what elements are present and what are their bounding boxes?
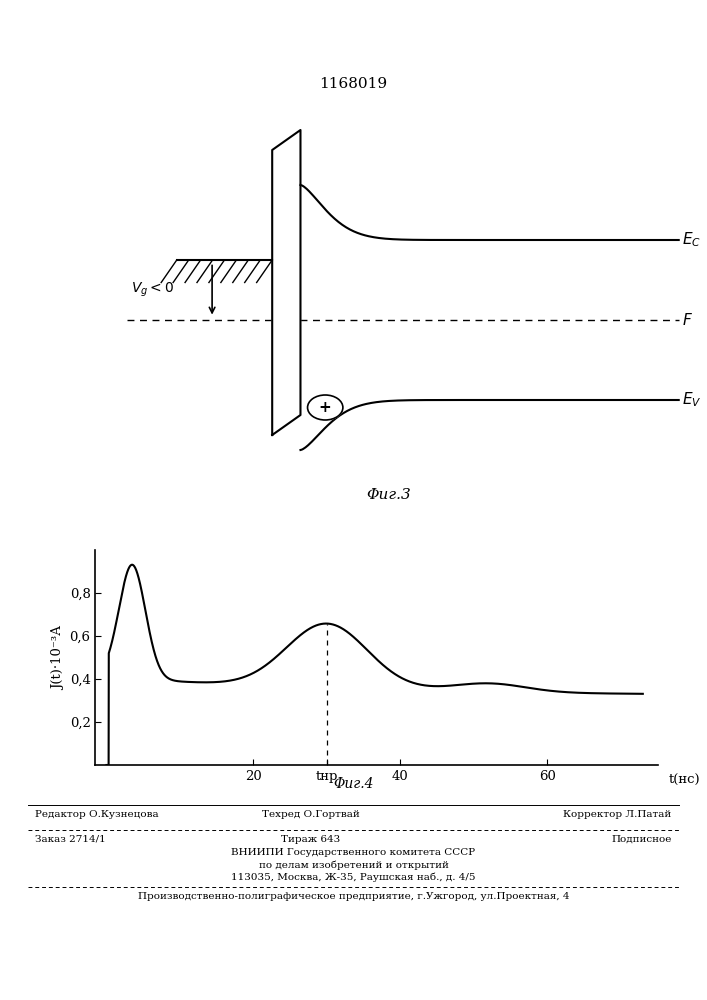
Text: Производственно-полиграфическое предприятие, г.Ужгород, ул.Проектная, 4: Производственно-полиграфическое предприя…: [138, 892, 569, 901]
Text: Тираж 643: Тираж 643: [281, 835, 341, 844]
Text: $E_C$: $E_C$: [682, 231, 701, 249]
Text: 113035, Москва, Ж-35, Раушская наб., д. 4/5: 113035, Москва, Ж-35, Раушская наб., д. …: [231, 872, 476, 882]
Text: Корректор Л.Патай: Корректор Л.Патай: [563, 810, 672, 819]
Circle shape: [308, 395, 343, 420]
Text: Заказ 2714/1: Заказ 2714/1: [35, 835, 106, 844]
Text: 1168019: 1168019: [320, 78, 387, 92]
Text: Подписное: Подписное: [612, 835, 672, 844]
Text: $E_V$: $E_V$: [682, 391, 702, 409]
Text: t(нс): t(нс): [669, 774, 700, 787]
Text: Φиг.4: Φиг.4: [333, 777, 374, 791]
Text: Техред О.Гортвай: Техред О.Гортвай: [262, 810, 360, 819]
Text: ВНИИПИ Государственного комитета СССР: ВНИИПИ Государственного комитета СССР: [231, 848, 476, 857]
Text: по делам изобретений и открытий: по делам изобретений и открытий: [259, 860, 448, 869]
Text: Φиг.3: Φиг.3: [366, 488, 411, 502]
Polygon shape: [272, 130, 300, 435]
Text: +: +: [319, 400, 332, 415]
Text: $F$: $F$: [682, 312, 693, 328]
Text: $V_g < 0$: $V_g < 0$: [131, 281, 174, 299]
Y-axis label: J(t)·10⁻³А: J(t)·10⁻³А: [52, 625, 66, 690]
Text: Редактор О.Кузнецова: Редактор О.Кузнецова: [35, 810, 159, 819]
